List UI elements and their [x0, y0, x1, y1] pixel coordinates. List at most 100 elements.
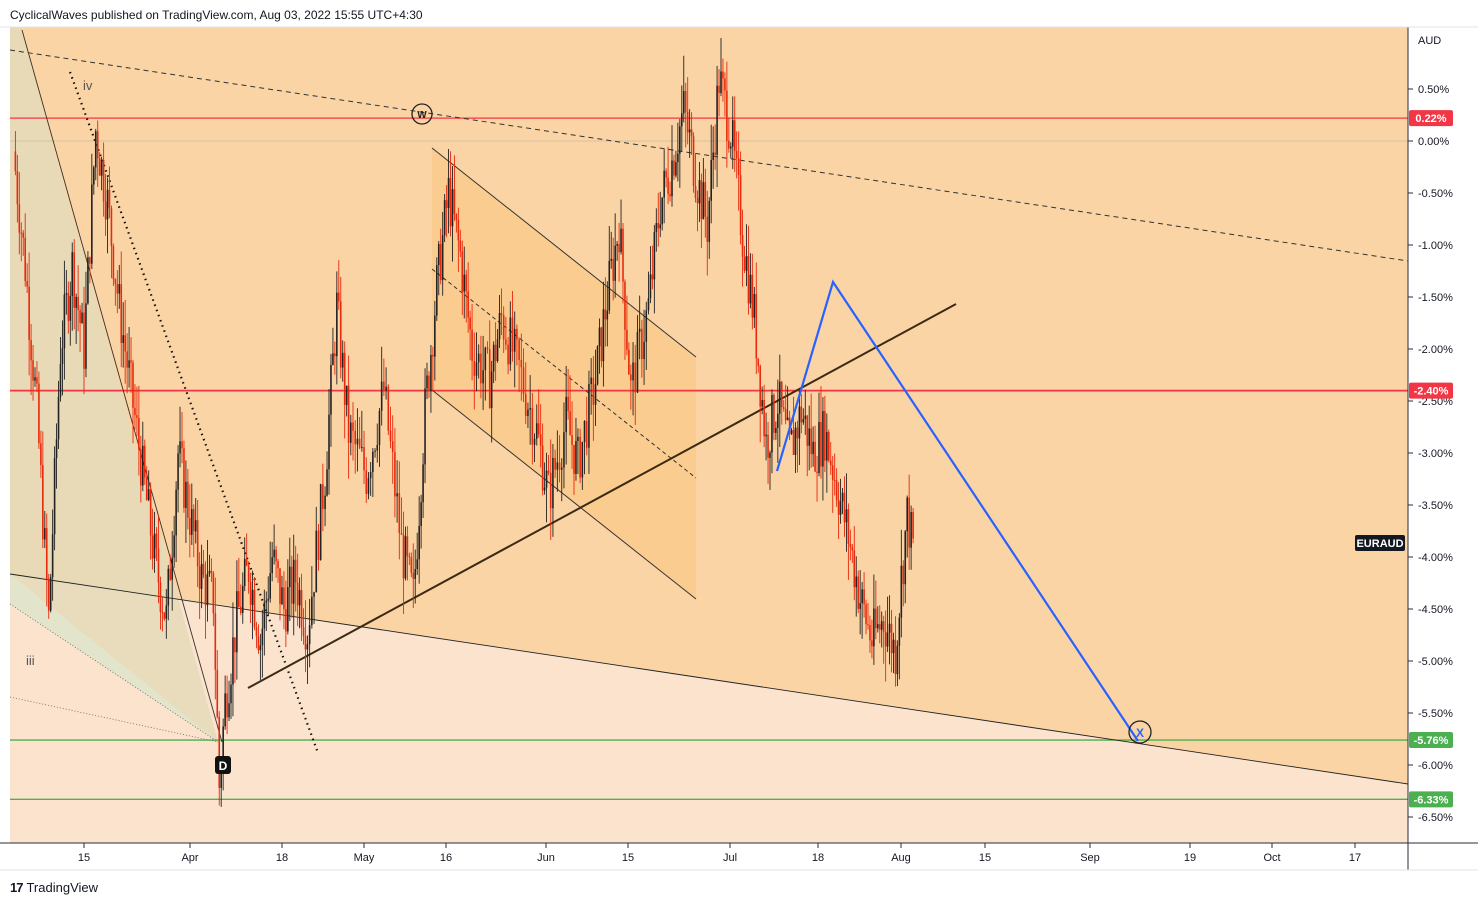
candle-body — [804, 415, 807, 419]
candle-body — [232, 637, 234, 685]
candle-body — [894, 639, 897, 675]
candle-body — [245, 559, 248, 566]
candle-body — [410, 557, 413, 573]
channel-lower[interactable] — [431, 389, 697, 600]
candle-body — [873, 608, 875, 647]
candle-body — [560, 467, 563, 470]
candle-body — [347, 385, 350, 443]
candle-body — [739, 175, 742, 236]
candle-body — [334, 353, 336, 357]
candle-body — [214, 613, 217, 670]
candle-body — [267, 598, 270, 601]
x-tick-label: Oct — [1263, 852, 1280, 864]
tradingview-brand[interactable]: 17 TradingView — [10, 880, 98, 895]
candle-body — [257, 636, 260, 651]
candle-body — [473, 360, 476, 376]
candle-body — [684, 90, 687, 112]
candle-body — [902, 565, 905, 585]
price-label-bg — [1409, 732, 1453, 749]
candle-body — [845, 509, 848, 523]
candle-body — [253, 589, 256, 628]
y-tick-label: -2.50% — [1418, 396, 1453, 408]
candle-body — [759, 365, 761, 407]
candle-body — [888, 623, 891, 633]
candle-body — [655, 223, 658, 233]
candle-body — [380, 381, 383, 411]
candle-body — [657, 223, 660, 229]
candle-body — [104, 201, 107, 220]
candle-body — [73, 252, 75, 308]
candle-body — [524, 393, 527, 417]
candle-body — [422, 464, 424, 503]
candle-body — [130, 360, 132, 363]
candle-body — [861, 589, 863, 604]
candle-body — [498, 312, 501, 340]
candle-body — [726, 90, 728, 141]
candle-body — [224, 693, 226, 727]
candle-body — [480, 353, 482, 384]
candle-body — [541, 445, 544, 491]
candle-body — [718, 85, 720, 94]
candle-body — [800, 406, 803, 423]
candle-body — [618, 244, 620, 253]
candle-body — [477, 353, 480, 363]
candle-body — [265, 600, 268, 603]
price-label: -5.76% — [1414, 735, 1449, 747]
left-steep-trendline[interactable] — [21, 29, 223, 743]
candle-body — [679, 126, 681, 154]
candle-body — [22, 232, 25, 238]
left-wedge-zone — [10, 27, 218, 742]
candle-body — [882, 621, 885, 632]
x-tick-label: May — [354, 852, 375, 864]
candle-body — [602, 309, 605, 362]
candle-body — [612, 258, 614, 281]
candle-body — [518, 339, 520, 360]
publisher-header: CyclicalWaves published on TradingView.c… — [10, 8, 423, 22]
candle-body — [877, 624, 879, 629]
price-label: 0.22% — [1415, 113, 1446, 125]
candle-body — [529, 408, 531, 410]
candle-body — [632, 362, 634, 381]
candle-body — [694, 186, 697, 198]
upper-dashed-trendline[interactable] — [9, 49, 1409, 262]
candle-body — [365, 470, 368, 494]
candle-body — [230, 684, 232, 704]
candle-body — [313, 592, 315, 597]
rising-trendline[interactable] — [247, 303, 957, 689]
currency-label: AUD — [1418, 35, 1441, 47]
candle-body — [722, 71, 724, 79]
candle-body — [710, 159, 712, 201]
candle-body — [44, 528, 46, 540]
candle-body — [336, 292, 338, 357]
candle-body — [522, 367, 525, 394]
candle-body — [263, 602, 266, 629]
candle-body — [249, 581, 252, 605]
candle-body — [402, 534, 405, 579]
candle-body — [192, 509, 195, 532]
candle-body — [600, 327, 603, 362]
x-tick-label: 19 — [1184, 852, 1196, 864]
candle-body — [49, 577, 52, 611]
candle-body — [315, 530, 318, 593]
candle-body — [142, 445, 144, 486]
candle-body — [206, 573, 209, 606]
candle-body — [443, 200, 446, 236]
candle-body — [806, 415, 809, 446]
candle-body — [439, 243, 442, 281]
candle-body — [820, 422, 822, 467]
blue-projection-path[interactable] — [775, 279, 1139, 742]
price-label-bg — [1409, 382, 1453, 399]
candle-body — [59, 364, 62, 397]
candle-body — [106, 189, 109, 220]
y-tick-label: 0.00% — [1418, 136, 1449, 148]
channel-upper[interactable] — [431, 147, 697, 358]
candle-body — [606, 310, 609, 320]
candle-body — [87, 257, 89, 304]
candle-body — [322, 484, 324, 509]
candle-body — [308, 625, 311, 645]
candle-body — [896, 645, 899, 675]
candle-body — [391, 441, 394, 453]
candle-body — [569, 411, 571, 436]
candle-body — [643, 341, 645, 360]
